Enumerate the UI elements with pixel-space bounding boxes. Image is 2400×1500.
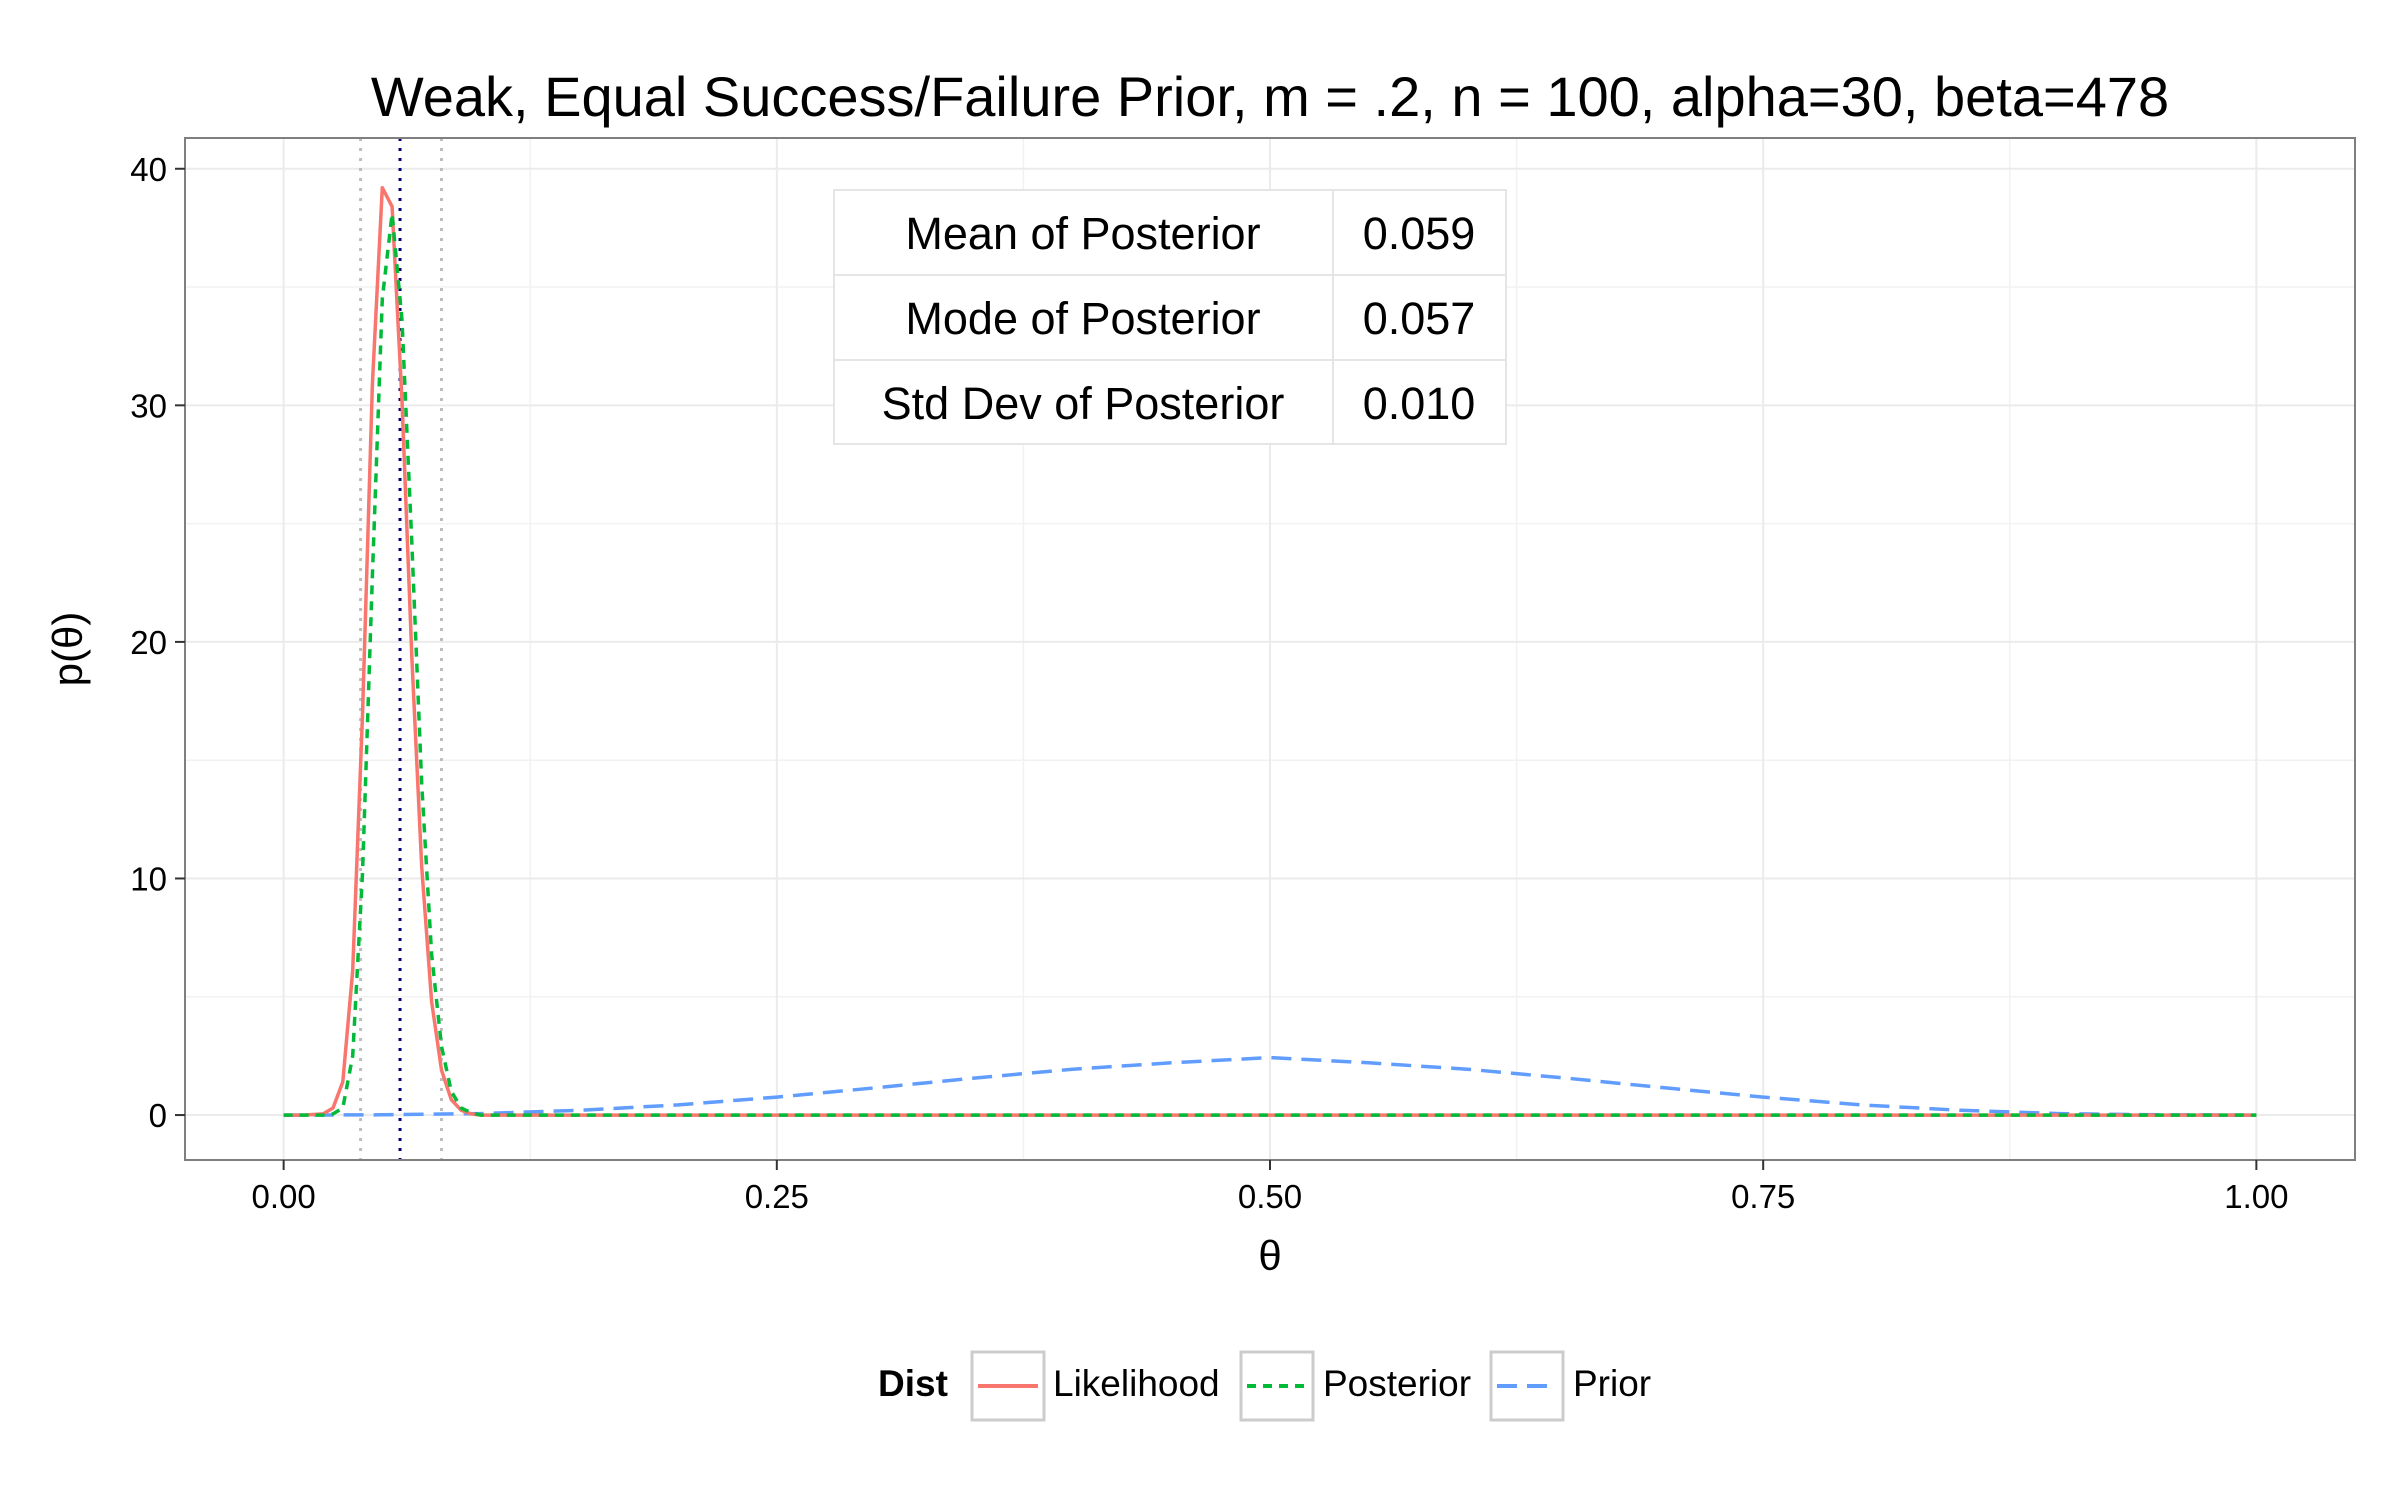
series-line-posterior [283, 211, 2257, 1117]
legend-label-posterior: Posterior [1323, 1363, 1471, 1404]
y-tick-label: 30 [130, 387, 167, 424]
y-tick-label: 0 [149, 1097, 167, 1134]
x-axis-title: θ [1258, 1232, 1281, 1279]
series-lines [283, 185, 2257, 1117]
reference-lines [359, 138, 443, 1160]
legend: Dist Likelihood Posterior Prior [878, 1350, 1651, 1422]
y-tick-label: 40 [130, 151, 167, 188]
y-axis-title: p(θ) [44, 612, 91, 687]
chart-title: Weak, Equal Success/Failure Prior, m = .… [371, 65, 2169, 128]
x-tick-label: 0.00 [252, 1178, 316, 1215]
y-tick-label: 10 [130, 860, 167, 897]
x-tick-label: 0.50 [1238, 1178, 1302, 1215]
posterior-stats-table: Mean of Posterior 0.059 Mode of Posterio… [833, 189, 1507, 445]
y-tick-label: 20 [130, 624, 167, 661]
stats-label-sd: Std Dev of Posterior [882, 378, 1285, 429]
legend-title: Dist [878, 1363, 948, 1404]
x-tick-label: 0.75 [1731, 1178, 1795, 1215]
stats-value-mode: 0.057 [1363, 293, 1476, 344]
legend-label-prior: Prior [1573, 1363, 1651, 1404]
stats-value-mean: 0.059 [1363, 208, 1476, 259]
x-tick-label: 1.00 [2224, 1178, 2288, 1215]
stats-table-background [833, 189, 1507, 445]
stats-label-mean: Mean of Posterior [905, 208, 1260, 259]
legend-label-likelihood: Likelihood [1053, 1363, 1220, 1404]
stats-value-sd: 0.010 [1363, 378, 1476, 429]
y-axis: 0 10 20 30 40 [130, 151, 185, 1134]
stats-label-mode: Mode of Posterior [905, 293, 1260, 344]
x-tick-label: 0.25 [745, 1178, 809, 1215]
x-axis: 0.00 0.25 0.50 0.75 1.00 [252, 1160, 2288, 1215]
